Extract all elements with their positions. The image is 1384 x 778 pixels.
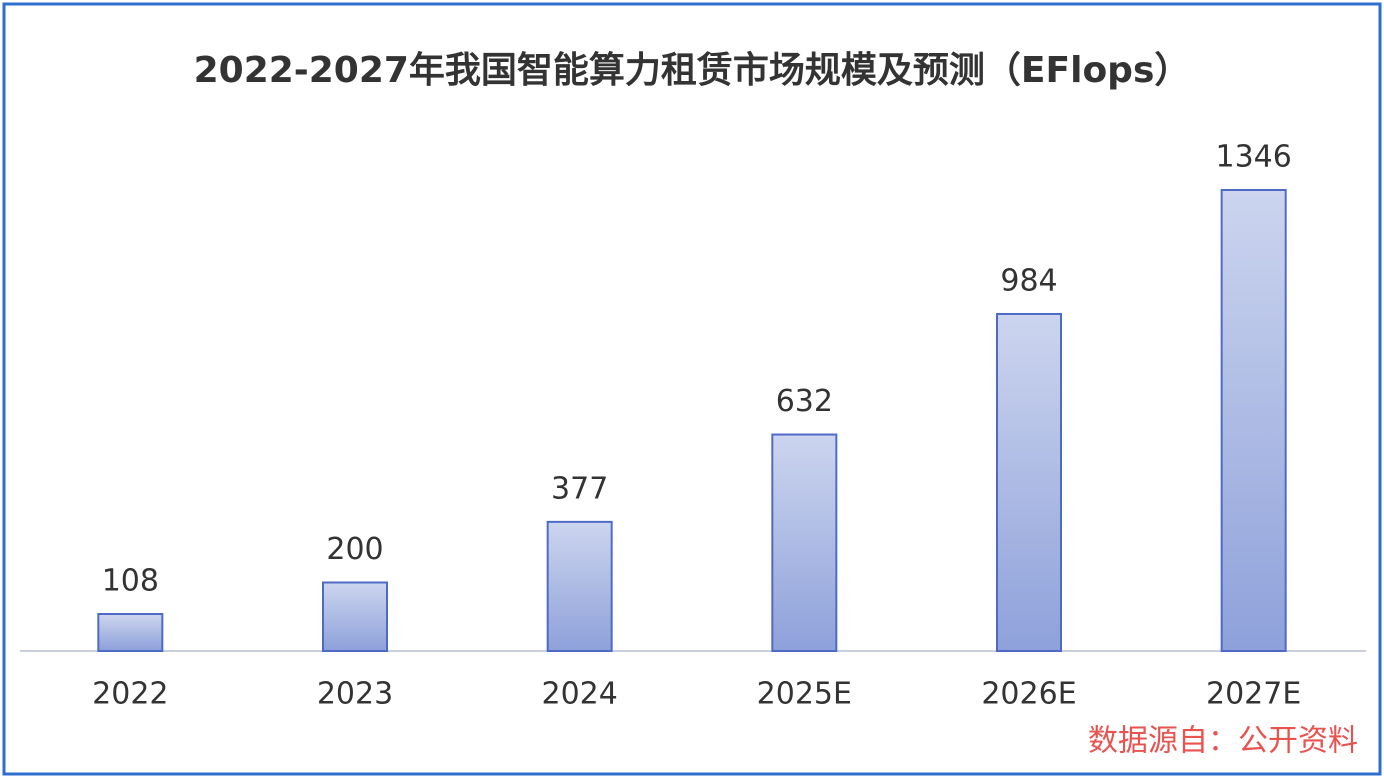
bar-shine xyxy=(99,615,162,650)
x-tick-label: 2022 xyxy=(92,677,168,712)
bar-shine xyxy=(548,522,611,650)
x-tick-label: 2023 xyxy=(317,677,393,712)
value-label: 632 xyxy=(776,384,833,419)
bar-shine xyxy=(1222,190,1285,650)
chart-title: 2022-2027年我国智能算力租赁市场规模及预测（EFlops） xyxy=(194,50,1191,91)
value-label: 200 xyxy=(326,532,383,567)
value-label: 377 xyxy=(551,471,608,506)
value-label: 1346 xyxy=(1215,139,1291,174)
value-label: 984 xyxy=(1000,263,1057,298)
x-tick-label: 2026E xyxy=(981,677,1076,712)
x-tick-label: 2025E xyxy=(757,677,852,712)
x-tick-label: 2027E xyxy=(1206,677,1301,712)
bar-shine xyxy=(998,314,1060,650)
bar-shine xyxy=(324,583,386,650)
source-note: 数据源自：公开资料 xyxy=(1088,724,1358,759)
x-tick-label: 2024 xyxy=(541,677,617,712)
bar-shine xyxy=(773,435,836,650)
value-label: 108 xyxy=(102,564,159,599)
